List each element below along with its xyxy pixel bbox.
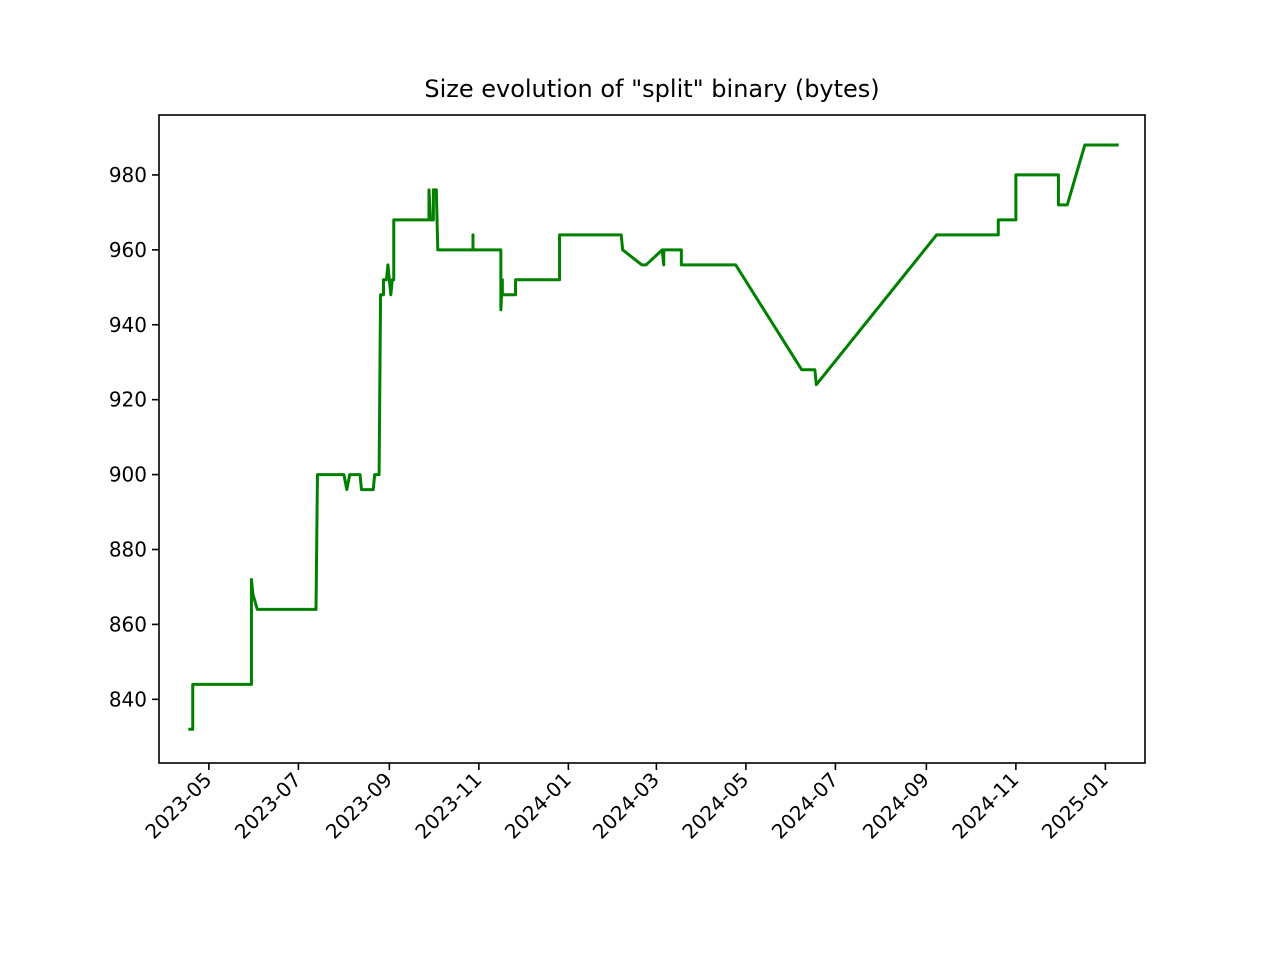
data-point	[735, 264, 737, 266]
data-point	[1057, 174, 1060, 176]
data-point	[501, 294, 503, 296]
data-point	[663, 249, 665, 251]
data-point	[435, 189, 437, 191]
data-point	[385, 279, 388, 281]
data-point	[428, 189, 430, 191]
data-point	[663, 264, 665, 266]
chart-title: Size evolution of "split" binary (bytes)	[424, 75, 879, 103]
y-tick-label: 840	[109, 687, 147, 711]
data-point	[429, 219, 432, 221]
data-point	[472, 249, 474, 251]
y-tick-label: 980	[109, 163, 147, 187]
data-point	[814, 369, 816, 371]
data-point	[500, 309, 502, 311]
data-point	[680, 249, 682, 251]
data-point	[250, 683, 253, 685]
y-tick-label: 920	[109, 388, 147, 412]
data-point	[641, 264, 643, 266]
series-line-0	[188, 143, 1119, 731]
data-point	[514, 294, 517, 296]
data-point	[374, 473, 376, 476]
data-point	[680, 264, 682, 266]
y-tick-label: 880	[109, 537, 147, 561]
data-point	[349, 473, 351, 476]
data-point	[382, 294, 385, 296]
data-point	[393, 219, 395, 221]
data-point	[359, 473, 361, 476]
data-point	[379, 294, 382, 296]
data-point	[393, 279, 395, 281]
data-point	[432, 219, 434, 221]
plot-frame	[158, 114, 1146, 764]
data-point	[500, 249, 502, 251]
data-point	[252, 593, 254, 596]
y-tick-label: 940	[109, 313, 147, 337]
data-point	[360, 488, 363, 491]
data-point	[192, 683, 194, 685]
data-point	[315, 608, 317, 611]
data-point	[620, 234, 622, 236]
data-point	[1015, 174, 1017, 176]
data-point	[316, 473, 319, 476]
data-point	[501, 279, 503, 281]
data-point	[1116, 144, 1118, 146]
data-point	[558, 234, 561, 236]
data-point	[1015, 219, 1017, 221]
data-point	[997, 219, 999, 221]
data-point	[391, 279, 393, 281]
data-point	[372, 488, 374, 491]
data-point	[558, 279, 561, 281]
data-point	[472, 234, 474, 236]
series-layer	[188, 143, 1119, 731]
data-point	[382, 279, 385, 281]
y-axis: 840 860 880 900 920 940 960 980	[109, 163, 159, 711]
y-tick-label: 900	[109, 463, 147, 487]
data-point	[997, 234, 999, 236]
data-point	[661, 249, 663, 251]
data-point	[432, 189, 434, 191]
data-point	[1084, 144, 1086, 146]
data-point	[645, 264, 647, 266]
data-point	[815, 384, 817, 386]
data-point	[189, 728, 191, 730]
data-point	[801, 369, 803, 371]
y-tick-label: 960	[109, 238, 147, 262]
data-point	[1066, 204, 1068, 206]
data-point	[428, 219, 430, 221]
data-point	[1057, 204, 1060, 206]
data-point	[936, 234, 938, 236]
data-point	[343, 473, 345, 476]
data-point	[256, 608, 258, 611]
data-point	[387, 264, 389, 266]
data-point	[388, 279, 390, 281]
data-point	[514, 279, 517, 281]
data-point	[390, 294, 392, 296]
data-point	[622, 249, 624, 251]
data-point	[192, 728, 194, 730]
data-point	[250, 578, 253, 581]
data-point	[437, 249, 439, 251]
y-tick-label: 860	[109, 612, 147, 636]
data-point	[378, 473, 380, 476]
data-point	[346, 488, 348, 491]
